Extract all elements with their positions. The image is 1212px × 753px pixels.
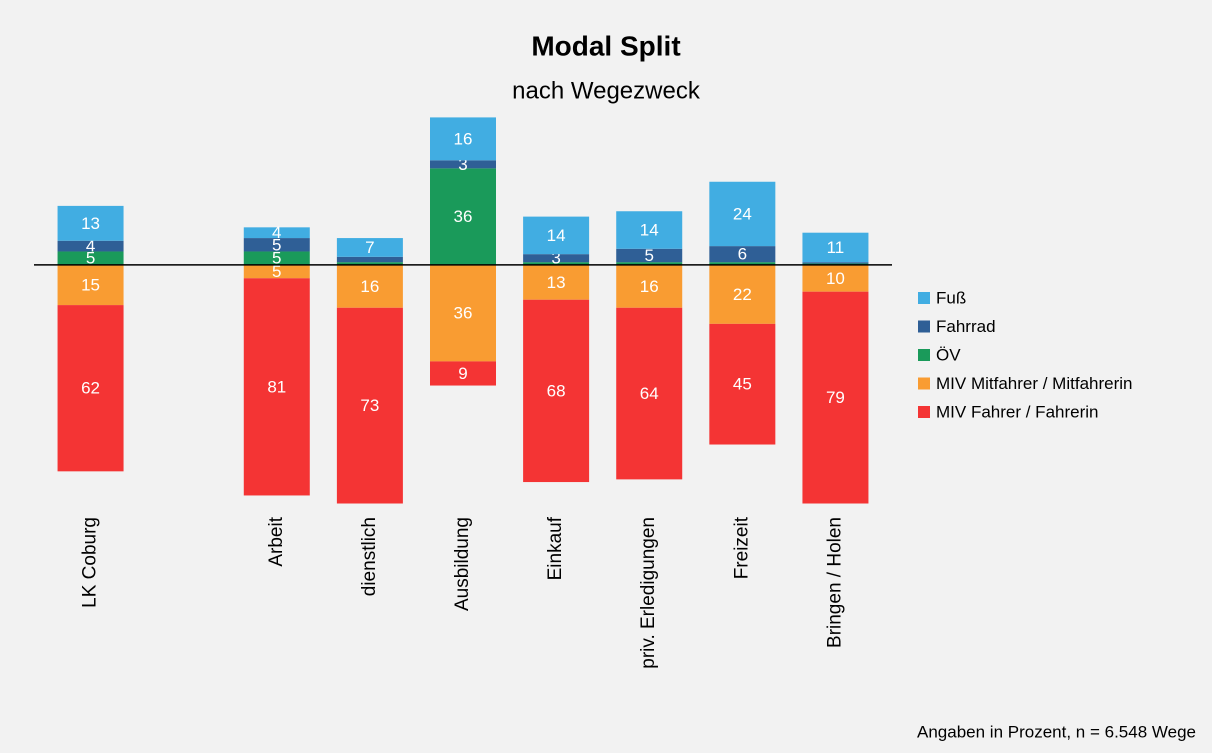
legend-label: Fahrrad [936,317,996,336]
bar-segment [336,307,403,504]
legend-swatch [918,292,930,304]
legend-label: ÖV [936,345,961,364]
bar-segment [709,262,776,265]
bar-segment [523,216,590,255]
data-label: 79 [826,388,845,407]
x-tick-label: Ausbildung [452,517,473,611]
data-label: 4 [272,223,281,242]
bar-segment [802,232,869,263]
x-tick-label: LK Coburg [80,517,101,608]
data-label: 36 [454,207,473,226]
bar-segment [616,248,683,263]
bar-segment [709,264,776,324]
data-label: 81 [267,377,286,396]
data-label: 62 [81,379,100,398]
bar-segment [709,246,776,263]
data-label: 10 [826,269,845,288]
data-label: 5 [272,262,281,281]
data-label: 22 [733,285,752,304]
x-tick-label: Freizeit [731,516,752,579]
bar-segment [802,264,869,292]
bar-segment [336,238,403,257]
legend-swatch [918,320,930,333]
data-label: 24 [733,204,752,223]
bar-segment [430,117,496,161]
bar-segment [336,256,403,263]
bar-segment [430,264,496,362]
data-label: 4 [86,237,95,256]
bar-segment [616,264,683,308]
bar-segment [430,168,496,265]
data-label: 64 [640,384,659,403]
data-label: 3 [458,155,467,174]
chart-subtitle: nach Wegezweck [512,77,701,104]
bar-segment [57,240,124,252]
bar-segment [616,262,683,265]
data-label: 5 [272,249,281,268]
x-tick-label: dienstlich [359,517,380,596]
legend-label: Fuß [936,288,966,307]
data-label: 5 [272,235,281,254]
bar-segment [243,251,310,265]
data-label: 45 [733,375,752,394]
data-label: 9 [458,364,467,383]
bar-segment [523,299,590,483]
bar-segment [709,323,776,445]
data-label: 3 [551,249,560,268]
data-label: 14 [640,221,659,240]
bar-segment [243,278,310,496]
legend-swatch [918,377,930,390]
legend-swatch [918,349,930,361]
data-label: 13 [547,273,566,292]
bar-segment [57,264,124,306]
data-label: 15 [81,275,100,294]
data-label: 16 [360,277,379,296]
bar-segment [523,262,590,265]
data-label: 5 [644,246,653,265]
data-label: 73 [360,396,379,415]
bar-segment [57,305,124,472]
data-label: 16 [640,277,659,296]
bar-segment [616,307,683,480]
bar-segment [243,264,310,279]
chart-title: Modal Split [531,30,680,61]
bar-segment [243,238,310,252]
data-label: 14 [547,226,566,245]
x-tick-label: Bringen / Holen [824,517,845,648]
x-tick-label: priv. Erledigungen [638,517,659,669]
x-tick-label: Einkauf [545,516,566,580]
note: Angaben in Prozent, n = 6.548 Wege [917,722,1196,741]
data-label: 6 [738,245,747,264]
data-label: 16 [454,129,473,148]
data-label: 68 [547,381,566,400]
bar-segment [336,264,403,308]
x-tick-label: Arbeit [266,516,287,566]
bar-segment [616,211,683,249]
bar-segment [57,251,124,265]
bar-segment [523,264,590,300]
bar-segment [57,205,124,241]
data-label: 13 [81,214,100,233]
bar-segment [336,262,403,265]
data-label: 36 [454,304,473,323]
bar-segment [523,254,590,263]
legend-swatch [918,406,930,418]
legend-label: MIV Fahrer / Fahrerin [936,402,1099,421]
bar-segment [430,160,496,169]
legend-label: MIV Mitfahrer / Mitfahrerin [936,374,1133,393]
bar-segment [430,361,496,386]
data-label: 11 [827,238,845,257]
bar-segment [802,291,869,504]
bar-segment [709,181,776,247]
bar-segment [802,262,869,264]
bar-segment [243,227,310,239]
data-label: 5 [86,249,95,268]
data-label: 7 [365,238,374,257]
